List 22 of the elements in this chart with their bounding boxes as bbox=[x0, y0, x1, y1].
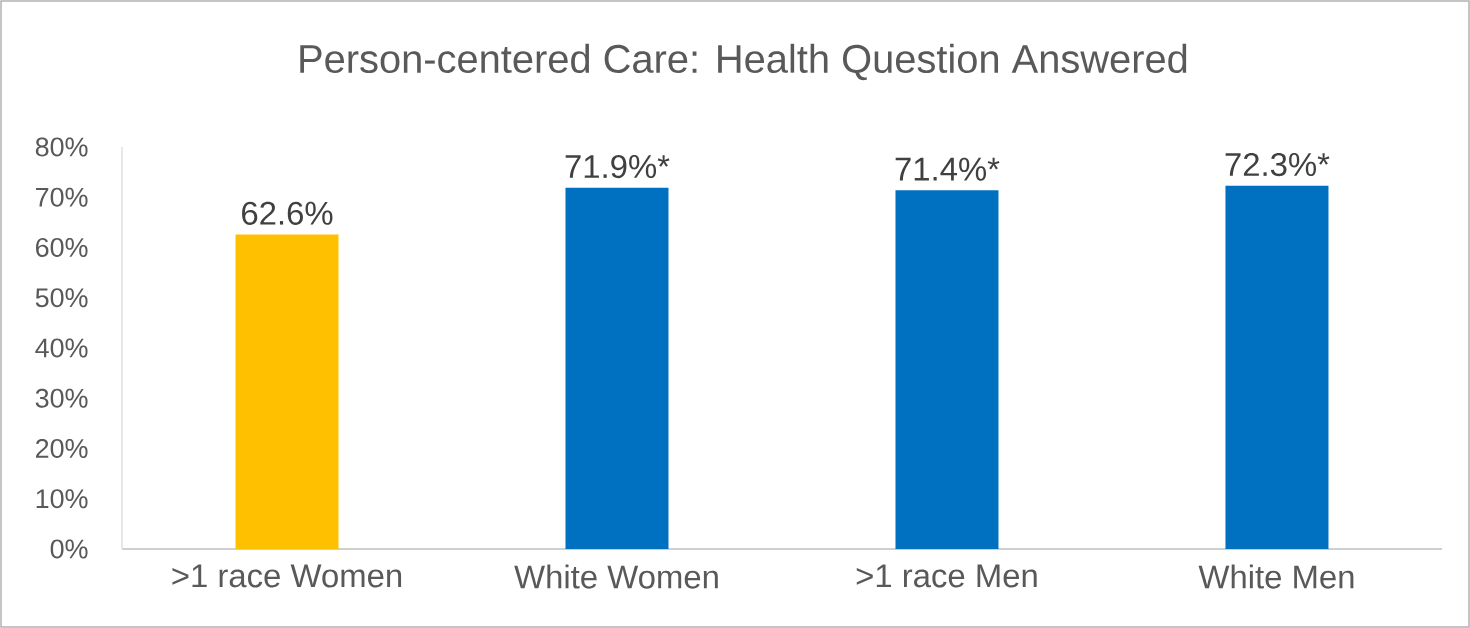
data-label: 62.6% bbox=[242, 201, 333, 225]
x-tick-label: >1 race Women bbox=[172, 564, 402, 588]
y-tick-label: 0% bbox=[50, 539, 88, 559]
data-label: 72.3%* bbox=[1225, 152, 1330, 177]
x-tick-label: >1 race Men bbox=[856, 564, 1037, 588]
bar bbox=[895, 190, 999, 549]
bar bbox=[1225, 185, 1329, 549]
y-tick-label: 40% bbox=[35, 338, 88, 358]
x-tick-label: White Women bbox=[514, 564, 718, 589]
x-tick-label: White Men bbox=[1198, 564, 1354, 589]
y-tick-label: 20% bbox=[36, 438, 88, 459]
y-tick-label: 70% bbox=[36, 187, 88, 207]
y-tick-label: 10% bbox=[36, 489, 88, 509]
y-tick-label: 50% bbox=[35, 288, 88, 308]
y-tick-label: 80% bbox=[35, 137, 88, 157]
chart-title: Person-centered Care: Health Question Answered bbox=[300, 43, 1187, 81]
bar bbox=[565, 187, 669, 549]
bar bbox=[235, 234, 339, 549]
data-label: 71.4%* bbox=[895, 157, 1000, 181]
data-label: 71.9%* bbox=[565, 154, 670, 179]
y-tick-label: 30% bbox=[35, 388, 88, 408]
y-tick-label: 60% bbox=[36, 237, 88, 258]
